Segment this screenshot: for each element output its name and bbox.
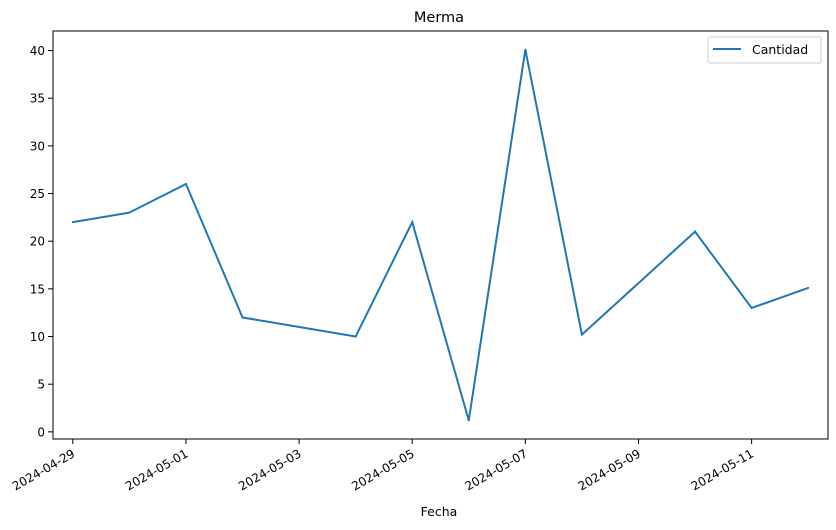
data-point — [354, 335, 357, 338]
series-layer — [71, 48, 810, 422]
plot-frame — [52, 30, 829, 440]
data-point — [750, 306, 753, 309]
x-axis: 2024-04-29 2024-05-01 2024-05-03 2024-05-05… — [10, 439, 756, 493]
y-tick-label: 35 — [30, 92, 45, 106]
x-tick-label: 2024-05-11 — [689, 446, 756, 493]
legend: Cantidad — [707, 36, 822, 64]
y-tick-label: 10 — [30, 330, 45, 344]
y-tick-label: 20 — [30, 235, 45, 249]
data-point — [580, 333, 583, 336]
x-tick-label: 2024-05-05 — [349, 446, 416, 493]
data-point — [807, 286, 810, 289]
y-tick-label: 0 — [37, 425, 45, 439]
data-point — [128, 211, 131, 214]
chart-title: Merma — [414, 10, 464, 26]
legend-label: Cantidad — [752, 42, 808, 57]
data-point — [71, 221, 74, 224]
x-tick-label: 2024-05-01 — [123, 446, 190, 493]
plot-area — [52, 30, 829, 440]
data-point — [524, 48, 527, 51]
series-line — [72, 49, 809, 421]
y-axis: 0 5 10 15 20 25 30 35 40 — [30, 44, 53, 439]
x-tick-label: 2024-05-09 — [576, 446, 643, 493]
y-tick-label: 30 — [30, 139, 45, 153]
x-tick-label: 2024-04-29 — [10, 446, 77, 493]
y-tick-label: 15 — [30, 282, 45, 296]
y-tick-label: 40 — [30, 44, 45, 58]
data-point — [411, 221, 414, 224]
x-tick-label: 2024-05-07 — [462, 446, 529, 493]
data-point — [467, 419, 470, 422]
legend-box — [707, 36, 822, 64]
data-point — [694, 230, 697, 233]
y-tick-label: 25 — [30, 187, 45, 201]
y-tick-label: 5 — [37, 378, 45, 392]
data-point — [184, 183, 187, 185]
x-axis-label: Fecha — [421, 504, 458, 519]
data-point — [241, 316, 244, 319]
x-tick-label: 2024-05-03 — [236, 446, 303, 493]
